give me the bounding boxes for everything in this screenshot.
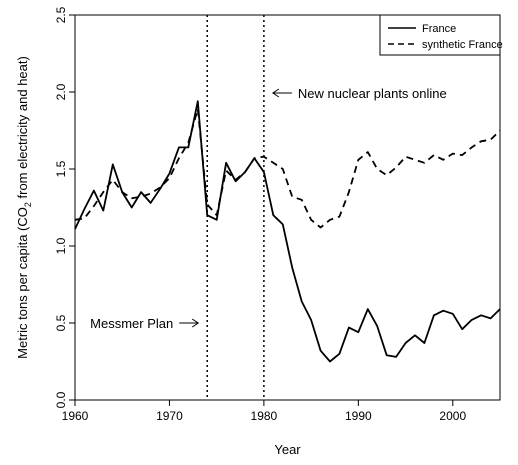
y-tick-label-2.5: 2.5 [54,6,68,23]
arrowhead-messmer-plan [191,318,200,328]
x-tick-label-2000: 2000 [439,409,466,423]
x-tick-label-1990: 1990 [345,409,372,423]
x-tick-label-1970: 1970 [156,409,183,423]
series-line-synthetic-france [74,108,501,229]
legend-box [379,14,501,56]
annotation-new-nuclear: New nuclear plants online [271,86,447,101]
plot-border [74,14,501,401]
legend-label-synthetic-france: synthetic France [422,39,503,51]
y-axis: 0.0 0.5 1.0 1.5 2.0 2.5 [54,6,75,408]
x-axis: 1960 1970 1980 1990 2000 [62,400,466,423]
y-tick-label-0.5: 0.5 [54,314,68,331]
series-layer [74,100,501,363]
plot-frame [74,14,501,401]
series-line-france [74,100,501,363]
x-tick-label-1980: 1980 [251,409,278,423]
x-tick-label-1960: 1960 [62,409,89,423]
y-tick-label-2.0: 2.0 [54,83,68,100]
y-tick-label-1.0: 1.0 [54,237,68,254]
y-tick-label-0.0: 0.0 [54,391,68,408]
y-axis-label: Metric tons per capita (CO2 from electri… [15,56,33,359]
annotation-messmer-plan: Messmer Plan [90,316,200,331]
annotation-text-messmer-plan: Messmer Plan [90,316,173,331]
annotation-text-new-nuclear: New nuclear plants online [298,86,447,101]
event-lines [206,15,265,400]
arrowhead-new-nuclear [271,88,280,98]
y-tick-label-1.5: 1.5 [54,160,68,177]
legend: France synthetic France [379,14,503,56]
x-axis-label: Year [274,442,301,457]
legend-label-france: France [422,23,456,35]
